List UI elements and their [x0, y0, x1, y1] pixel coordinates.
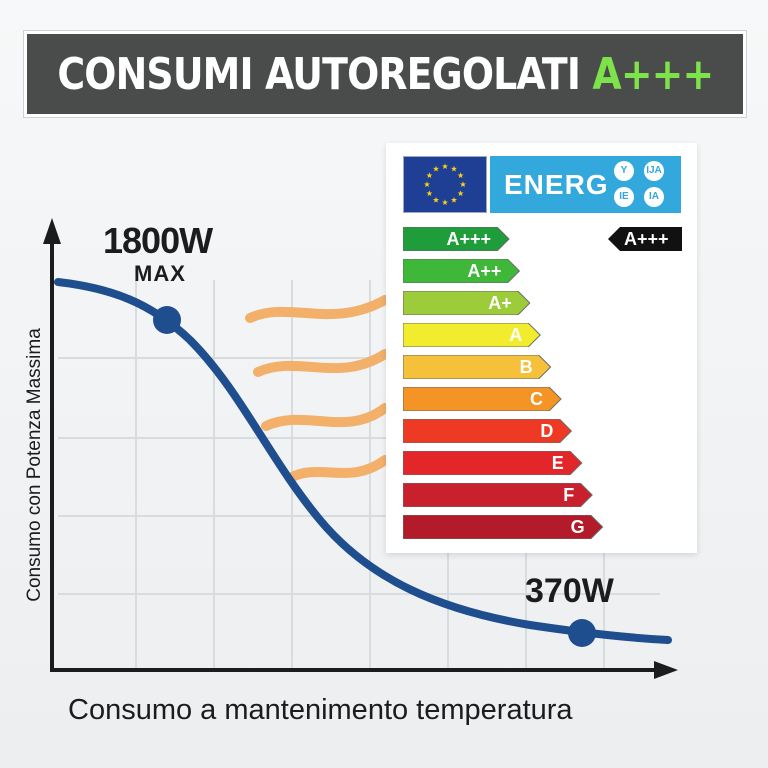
eu-star	[432, 196, 440, 203]
eu-star	[450, 196, 458, 203]
energy-class-bar	[402, 514, 604, 540]
energy-class-label: C	[530, 389, 543, 409]
energy-class-label: A++	[467, 261, 502, 281]
max-value-sublabel: MAX	[134, 261, 186, 286]
lang-code-3: IE	[614, 187, 634, 207]
energy-class-bar	[402, 322, 541, 348]
banner-title-main: CONSUMI AUTOREGOLATI	[57, 48, 581, 100]
y-axis-label: Consumo con Potenza Massima	[24, 328, 45, 602]
heat-wave-3	[261, 403, 390, 431]
heat-wave-2	[253, 349, 390, 377]
energy-class-aplusplusplus: A+++	[402, 226, 511, 252]
eu-star	[432, 165, 440, 172]
point-max	[153, 306, 181, 334]
energy-header: ENERG Y IJA IE IA	[490, 156, 681, 213]
max-value-label: 1800W	[103, 220, 213, 261]
energy-class-label: D	[540, 421, 554, 441]
energy-class-bar	[402, 482, 593, 508]
energy-class-label: F	[563, 485, 575, 505]
eu-star	[441, 163, 449, 170]
x-axis-arrow	[654, 661, 678, 679]
energy-class-label: A	[509, 325, 523, 345]
energy-class-bar	[402, 386, 562, 412]
rating-badge-text: A+++	[624, 229, 669, 249]
heat-wave-4	[285, 455, 390, 483]
energy-class-aplusplus: A++	[402, 258, 521, 284]
energy-class-bar	[402, 450, 583, 476]
eu-star	[457, 172, 464, 179]
energy-class-f: F	[402, 482, 594, 508]
energy-class-label: G	[570, 517, 585, 537]
banner-title-accent: A+++	[592, 48, 714, 100]
energy-class-e: E	[402, 450, 584, 476]
eu-star	[426, 172, 433, 179]
energy-class-c: C	[402, 386, 563, 412]
title-banner: CONSUMI AUTOREGOLATI A+++	[24, 31, 746, 117]
energy-class-a: A	[402, 322, 542, 348]
min-value-label: 370W	[525, 572, 614, 610]
heat-wave-1	[245, 295, 390, 323]
rating-badge-shape	[608, 227, 682, 251]
point-min	[568, 619, 596, 647]
energy-class-bar	[402, 418, 573, 444]
energy-class-b: B	[402, 354, 553, 380]
energy-class-d: D	[402, 418, 573, 444]
energy-header-text: ENERG	[504, 169, 609, 200]
heat-waves	[245, 295, 390, 483]
energy-class-bar	[402, 290, 531, 316]
eu-star	[441, 199, 449, 206]
eu-star	[426, 190, 433, 197]
eu-star	[423, 181, 431, 188]
energy-class-label: B	[519, 357, 533, 377]
energy-class-label: A+	[488, 293, 512, 313]
energy-class-label: E	[551, 453, 564, 473]
rating-badge: A+++	[608, 227, 682, 251]
eu-stars	[423, 163, 467, 206]
eu-flag-icon	[403, 156, 487, 213]
lang-code-4: IA	[644, 187, 664, 207]
energy-class-aplus: A+	[402, 290, 532, 316]
energy-class-bar	[402, 258, 521, 284]
lang-code-1: Y	[614, 161, 634, 181]
x-axis-label: Consumo a mantenimento temperatura	[68, 694, 573, 726]
energy-class-label: A+++	[446, 229, 491, 249]
lang-code-2: IJA	[644, 161, 664, 181]
eu-star	[459, 181, 467, 188]
banner-title: CONSUMI AUTOREGOLATI A+++	[57, 48, 714, 100]
y-axis-arrow	[43, 218, 61, 244]
energy-class-bar	[402, 354, 552, 380]
energy-class-g: G	[402, 514, 605, 540]
eu-star	[450, 165, 458, 172]
energy-label-card: ENERG Y IJA IE IA A+++ A++ A+ A B C D E F G A+++	[386, 143, 697, 553]
eu-star	[457, 190, 464, 197]
energy-class-bar	[402, 226, 510, 252]
y-axis	[50, 230, 660, 672]
